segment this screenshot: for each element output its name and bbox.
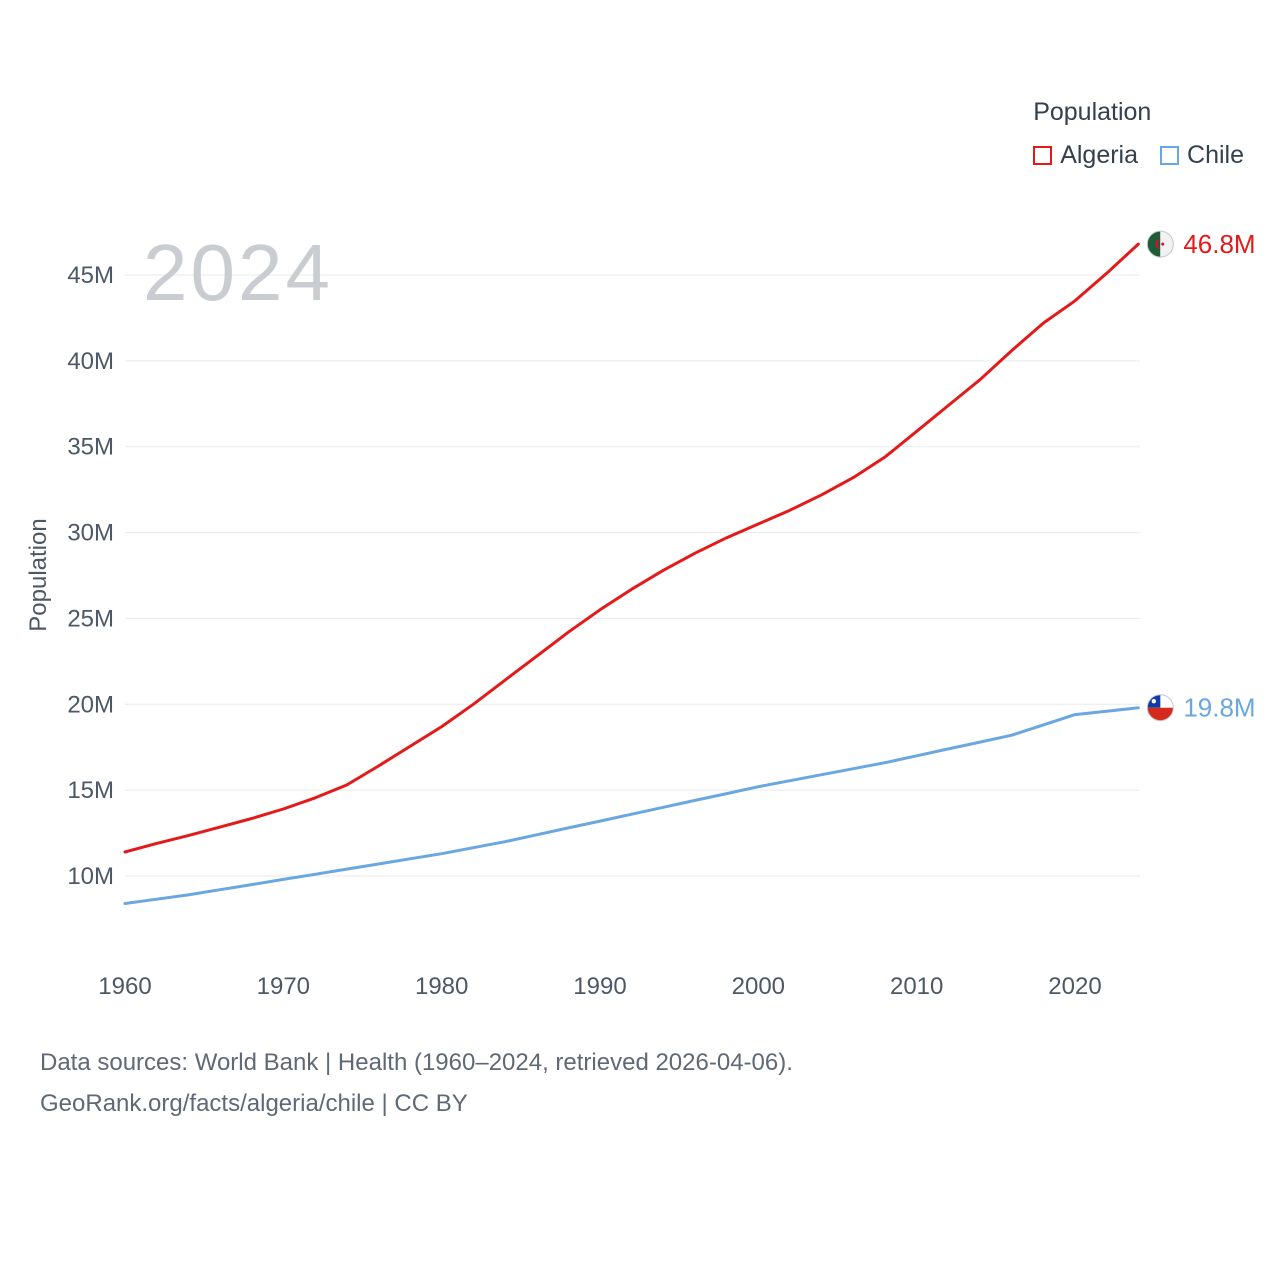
x-tick-label: 2000 (732, 973, 785, 1000)
data-sources-line: Data sources: World Bank | Health (1960–… (40, 1049, 793, 1076)
series-line-chile (123, 706, 1140, 905)
y-tick-label: 45M (67, 262, 114, 289)
x-tick-label: 1970 (257, 973, 310, 1000)
y-tick-label: 40M (67, 348, 114, 375)
y-tick-label: 10M (67, 863, 114, 890)
flag-border (1146, 694, 1174, 722)
x-tick-label: 2010 (890, 973, 943, 1000)
flag-border (1146, 230, 1174, 258)
legend-label-algeria: Algeria (1060, 141, 1139, 169)
legend-items: Algeria Chile (1033, 141, 1244, 170)
algeria-flag-icon (1147, 231, 1174, 258)
legend-label-chile: Chile (1187, 141, 1244, 169)
x-tick-label: 2020 (1048, 973, 1101, 1000)
watermark-year: 2024 (143, 228, 333, 317)
end-value-label-algeria: 46.8M (1183, 229, 1255, 259)
series-line-algeria (123, 242, 1140, 854)
chile-series-swatch (1160, 146, 1180, 165)
x-tick-label: 1960 (98, 973, 151, 1000)
x-tick-label: 1990 (573, 973, 626, 1000)
legend-title: Population (1033, 98, 1152, 126)
y-tick-label: 20M (67, 691, 114, 718)
algeria-series-swatch (1033, 146, 1053, 165)
y-tick-label: 30M (67, 520, 114, 547)
chile-flag-icon (1147, 694, 1174, 721)
x-tick-label: 1980 (415, 973, 468, 1000)
legend-item-algeria[interactable]: Algeria (1033, 141, 1138, 170)
y-axis-title: Population (25, 518, 52, 631)
chart-legend: Population Algeria Chile (1033, 98, 1244, 170)
y-tick-label: 25M (67, 605, 114, 632)
y-tick-label: 15M (67, 777, 114, 804)
chart-footer: Data sources: World Bank | Health (1960–… (40, 1043, 793, 1125)
y-tick-label: 35M (67, 434, 114, 461)
end-value-label-chile: 19.8M (1183, 693, 1255, 723)
legend-item-chile[interactable]: Chile (1160, 141, 1244, 170)
attribution-line: GeoRank.org/facts/algeria/chile | CC BY (40, 1089, 468, 1117)
